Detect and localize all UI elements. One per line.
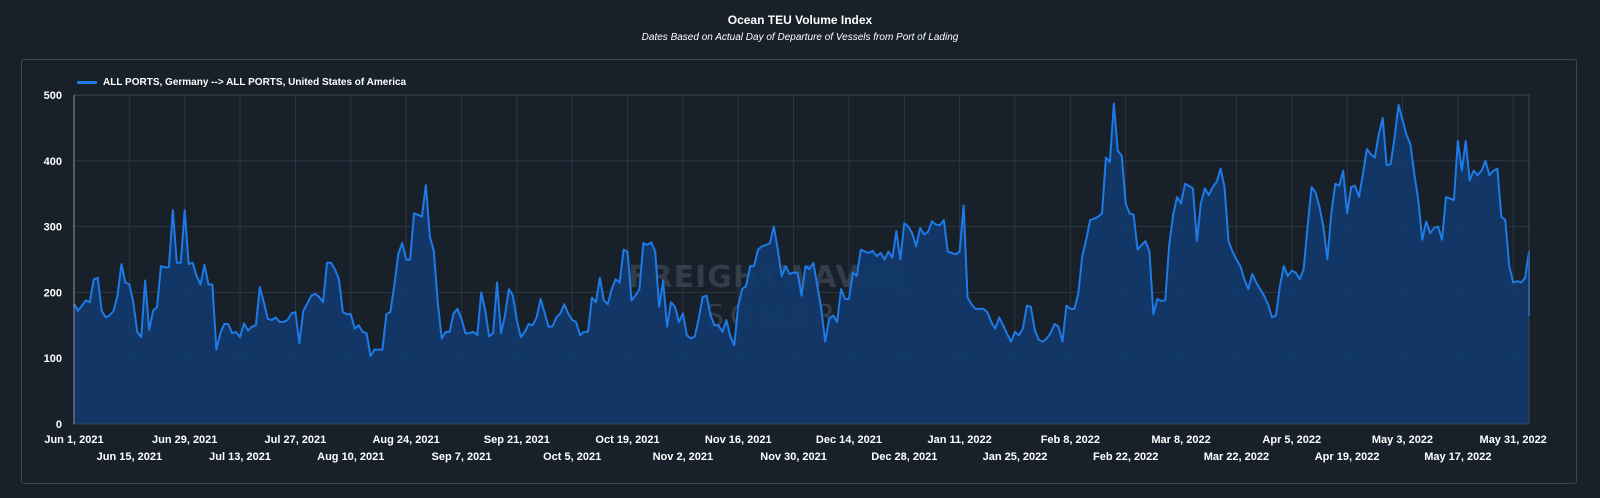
x-tick-label: Mar 8, 2022 xyxy=(1151,434,1210,446)
x-tick-label: Aug 10, 2021 xyxy=(317,451,384,463)
y-tick-label: 200 xyxy=(44,287,62,299)
x-tick-label: Feb 8, 2022 xyxy=(1041,434,1100,446)
y-tick-label: 500 xyxy=(44,90,62,102)
chart-series xyxy=(73,102,1530,425)
x-tick-label: Mar 22, 2022 xyxy=(1204,451,1269,463)
x-tick-label: Dec 28, 2021 xyxy=(871,451,937,463)
x-tick-label: Jun 1, 2021 xyxy=(44,434,103,446)
x-tick-label: Jul 13, 2021 xyxy=(209,451,271,463)
x-tick-label: Feb 22, 2022 xyxy=(1093,451,1158,463)
chart-subtitle: Dates Based on Actual Day of Departure o… xyxy=(641,32,959,43)
chart-axes xyxy=(73,94,1530,425)
series-area xyxy=(74,103,1529,425)
x-tick-label: Oct 19, 2021 xyxy=(595,434,659,446)
x-tick-label: May 17, 2022 xyxy=(1424,451,1491,463)
x-tick-label: Sep 21, 2021 xyxy=(484,434,550,446)
y-tick-label: 0 xyxy=(56,419,62,431)
x-tick-label: Jan 25, 2022 xyxy=(983,451,1048,463)
y-tick-label: 300 xyxy=(44,222,62,234)
y-tick-label: 400 xyxy=(44,156,62,168)
x-tick-label: Nov 16, 2021 xyxy=(705,434,772,446)
x-tick-label: Nov 30, 2021 xyxy=(760,451,827,463)
x-tick-label: May 3, 2022 xyxy=(1372,434,1433,446)
x-tick-label: Nov 2, 2021 xyxy=(653,451,714,463)
x-tick-label: Jun 15, 2021 xyxy=(97,451,162,463)
x-tick-label: Sep 7, 2021 xyxy=(432,451,492,463)
series-line[interactable] xyxy=(73,102,1530,358)
chart-title: Ocean TEU Volume Index xyxy=(727,13,873,27)
x-tick-label: Apr 5, 2022 xyxy=(1262,434,1321,446)
x-tick-label: Aug 24, 2021 xyxy=(372,434,439,446)
legend-swatch xyxy=(77,80,97,84)
chart-legend[interactable]: ALL PORTS, Germany --> ALL PORTS, United… xyxy=(77,75,406,89)
x-tick-label: Apr 19, 2022 xyxy=(1315,451,1380,463)
x-tick-label: Oct 5, 2021 xyxy=(543,451,601,463)
legend-label: ALL PORTS, Germany --> ALL PORTS, United… xyxy=(103,76,407,88)
chart-panel xyxy=(21,59,1577,484)
y-axis-labels: 0 100 200 300 400 500 xyxy=(44,90,62,431)
x-tick-label: Jul 27, 2021 xyxy=(265,434,327,446)
x-axis-labels: Jun 1, 2021 Jun 15, 2021 Jun 29, 2021 Jul 1… xyxy=(44,434,1546,463)
x-tick-label: May 31, 2022 xyxy=(1480,434,1547,446)
x-tick-label: Jan 11, 2022 xyxy=(928,434,992,446)
x-tick-label: Jun 29, 2021 xyxy=(152,434,217,446)
x-tick-label: Dec 14, 2021 xyxy=(816,434,882,446)
y-tick-label: 100 xyxy=(44,353,62,365)
